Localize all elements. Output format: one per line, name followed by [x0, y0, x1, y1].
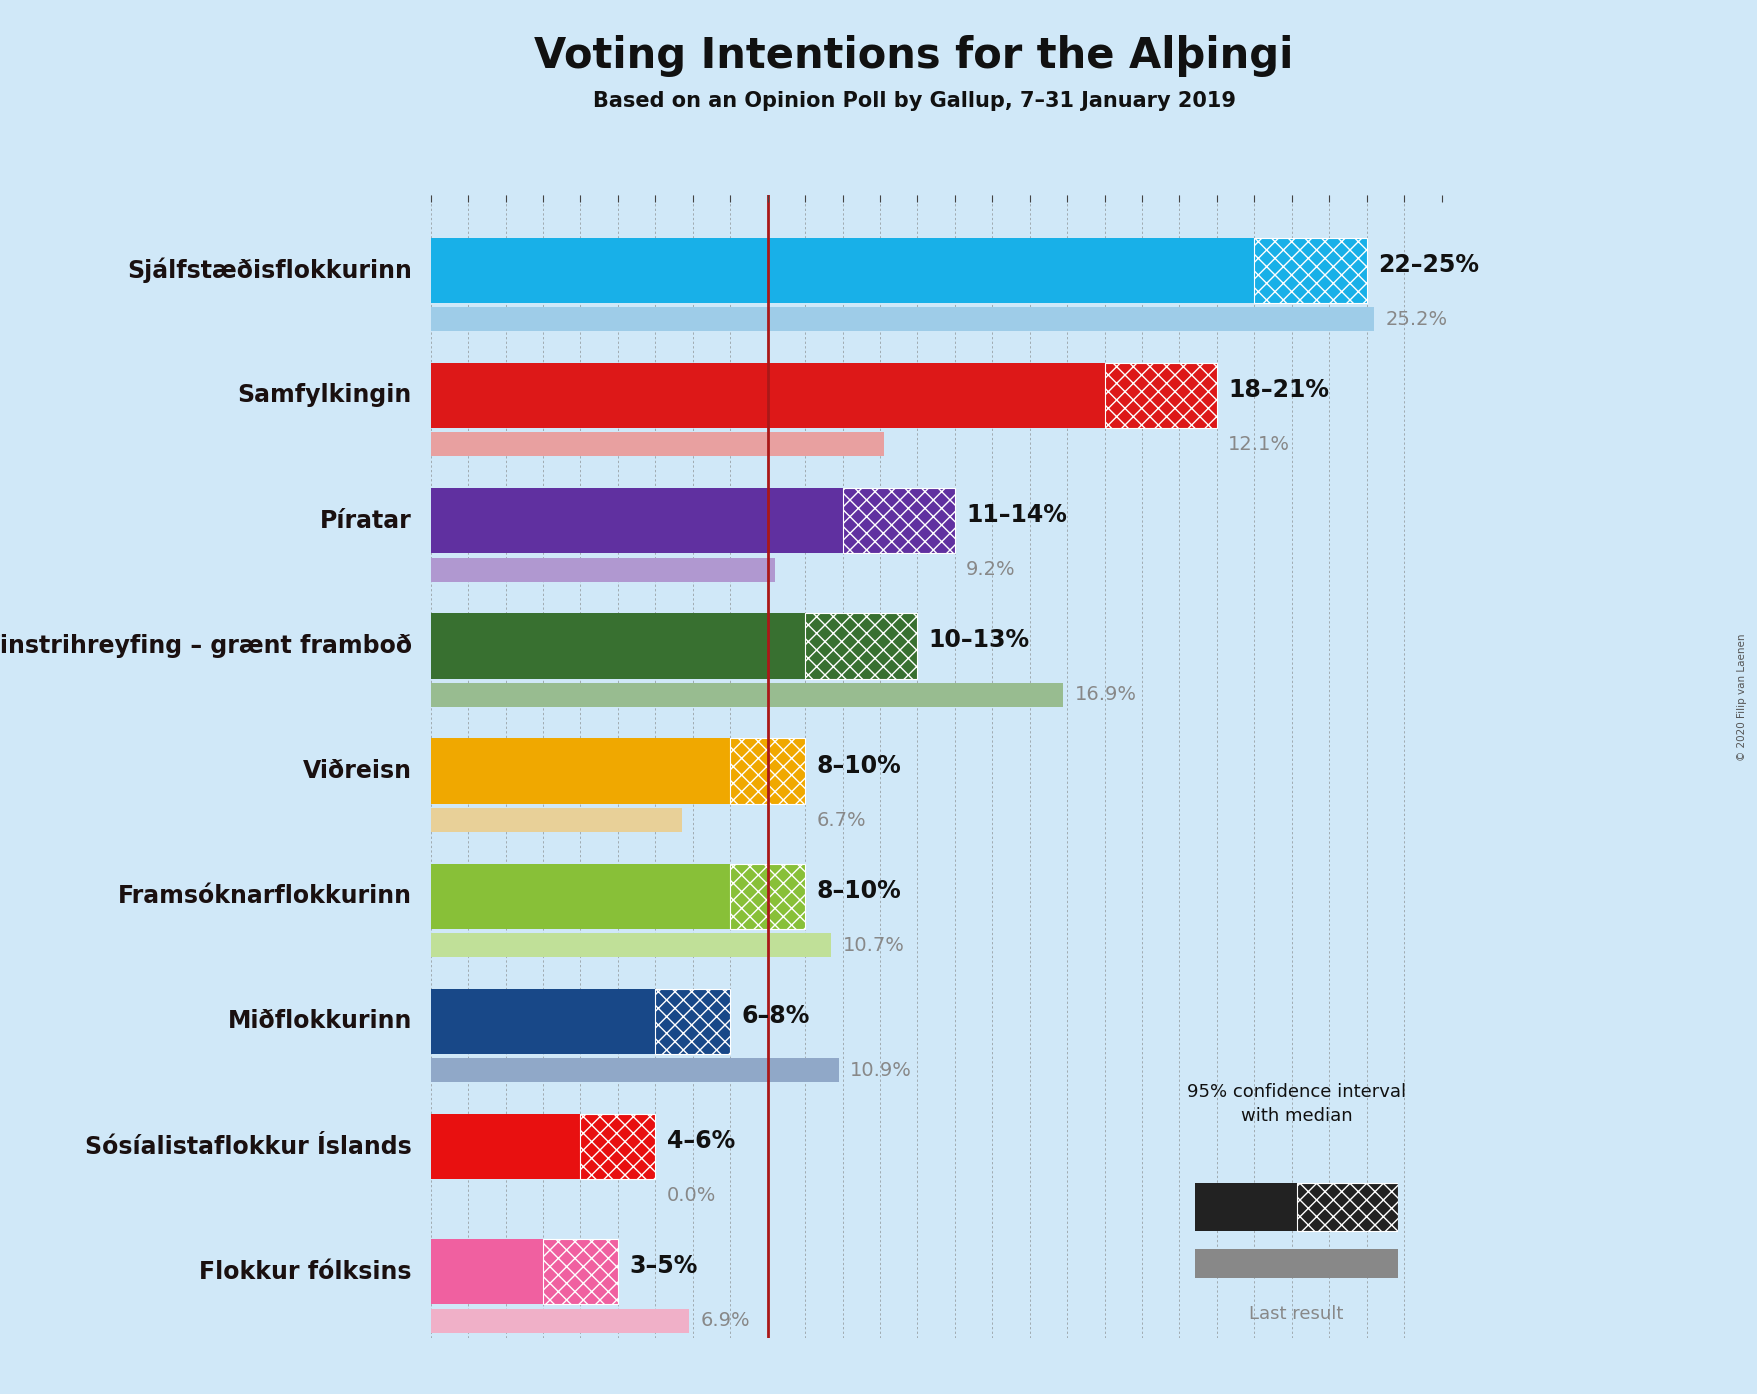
Bar [1103, 362, 1216, 428]
Bar [430, 488, 842, 553]
Text: 16.9%: 16.9% [1074, 686, 1137, 704]
Text: Flokkur fólksins: Flokkur fólksins [199, 1260, 411, 1284]
Bar [430, 432, 884, 456]
Text: 8–10%: 8–10% [815, 754, 901, 778]
Text: Framsóknarflokkurinn: Framsóknarflokkurinn [118, 884, 411, 909]
Bar [430, 1239, 543, 1305]
Bar [1297, 1184, 1397, 1231]
Bar [430, 739, 729, 804]
Text: 10.9%: 10.9% [850, 1061, 912, 1080]
Text: © 2020 Filip van Laenen: © 2020 Filip van Laenen [1736, 633, 1746, 761]
Bar [805, 613, 917, 679]
Text: 3–5%: 3–5% [629, 1255, 698, 1278]
Text: Píratar: Píratar [320, 509, 411, 533]
Bar [430, 1058, 838, 1082]
Text: 22–25%: 22–25% [1377, 252, 1478, 277]
Text: 8–10%: 8–10% [815, 878, 901, 903]
Bar [430, 933, 831, 958]
Text: Based on an Opinion Poll by Gallup, 7–31 January 2019: Based on an Opinion Poll by Gallup, 7–31… [592, 91, 1235, 110]
Bar [729, 864, 805, 928]
Text: Sjálfstæðisflokkurinn: Sjálfstæðisflokkurinn [127, 258, 411, 283]
Bar [430, 1114, 580, 1179]
Bar [430, 558, 775, 581]
Text: 18–21%: 18–21% [1228, 378, 1328, 401]
Text: 25.2%: 25.2% [1385, 309, 1446, 329]
Bar [430, 1309, 689, 1333]
Bar [430, 864, 729, 928]
Text: Voting Intentions for the Alþingi: Voting Intentions for the Alþingi [534, 35, 1293, 77]
Text: 6–8%: 6–8% [741, 1004, 810, 1027]
Bar [430, 613, 805, 679]
Text: 10.7%: 10.7% [842, 935, 903, 955]
Bar [543, 1239, 617, 1305]
Text: 12.1%: 12.1% [1228, 435, 1290, 454]
Text: 0.0%: 0.0% [666, 1186, 715, 1206]
Bar [729, 739, 805, 804]
Text: Vinstrihreyfing – grænt framboð: Vinstrihreyfing – grænt framboð [0, 634, 411, 658]
Text: Last result: Last result [1249, 1305, 1342, 1323]
Text: 6.7%: 6.7% [815, 810, 866, 829]
Bar [430, 988, 655, 1054]
Bar [430, 683, 1063, 707]
Bar [430, 362, 1103, 428]
Bar [842, 488, 954, 553]
Bar [1254, 237, 1365, 302]
Text: Miðflokkurinn: Miðflokkurinn [227, 1009, 411, 1033]
Text: 4–6%: 4–6% [666, 1129, 734, 1153]
Text: 95% confidence interval
with median: 95% confidence interval with median [1186, 1083, 1406, 1125]
Text: 11–14%: 11–14% [966, 503, 1066, 527]
Text: 9.2%: 9.2% [966, 560, 1016, 579]
Text: 10–13%: 10–13% [928, 629, 1030, 652]
Bar [1195, 1184, 1297, 1231]
Bar [430, 237, 1254, 302]
Bar [430, 809, 682, 832]
Bar [430, 307, 1374, 332]
Text: Sósíalistaflokkur Íslands: Sósíalistaflokkur Íslands [84, 1135, 411, 1158]
Text: Viðreisn: Viðreisn [302, 760, 411, 783]
Bar [580, 1114, 655, 1179]
Bar [655, 988, 729, 1054]
Text: 6.9%: 6.9% [699, 1312, 750, 1330]
Text: Samfylkingin: Samfylkingin [237, 383, 411, 407]
